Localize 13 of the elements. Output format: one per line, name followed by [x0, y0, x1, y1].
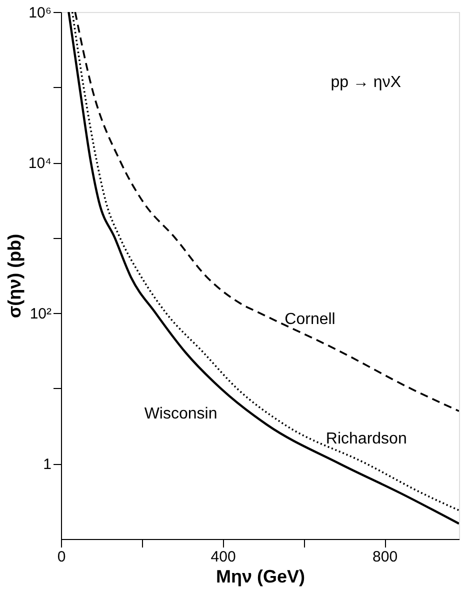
- y-axis-title: σ(ην) (pb): [4, 234, 24, 318]
- series-label: Wisconsin: [144, 405, 218, 422]
- series-label: Cornell: [284, 311, 336, 328]
- series-label: Richardson: [326, 430, 407, 448]
- x-axis-title: Mην (GeV): [216, 566, 306, 586]
- x-tick-label: 400: [210, 548, 236, 566]
- x-tick-label: 0: [57, 548, 66, 566]
- y-tick-label: 10²: [30, 306, 52, 323]
- y-tick-label: 10⁴: [28, 155, 52, 172]
- x-tick-label: 800: [372, 548, 398, 566]
- annotation: pp → ηνX: [330, 74, 402, 91]
- y-tick-label: 10⁶: [28, 4, 52, 22]
- y-tick-label: 1: [43, 456, 52, 474]
